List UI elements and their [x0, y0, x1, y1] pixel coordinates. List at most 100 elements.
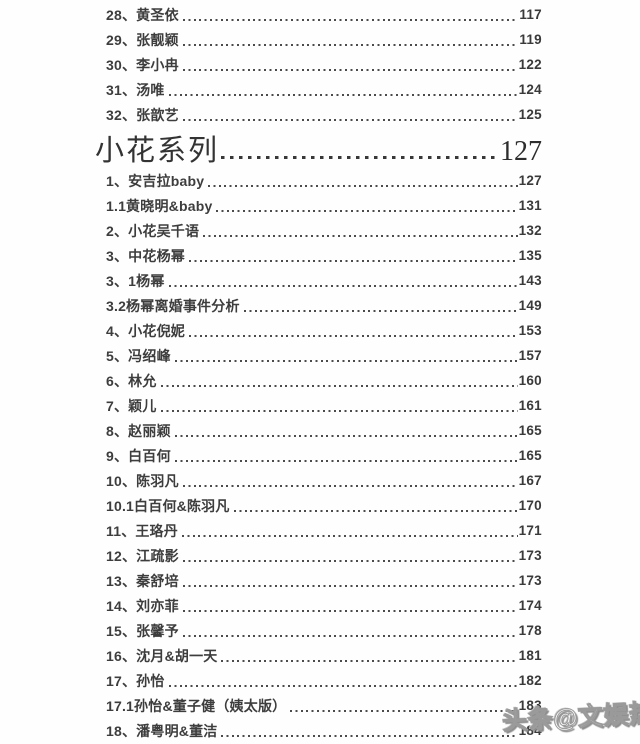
toc-leader-dots — [182, 69, 518, 71]
toc-entry-page: 153 — [518, 323, 542, 339]
toc-entry: 30、李小冉 122 — [106, 52, 542, 77]
toc-entry-title: 4、小花倪妮 — [106, 322, 185, 339]
toc-leader-dots — [182, 119, 518, 121]
toc-leader-dots — [233, 510, 518, 512]
table-of-contents: 28、黄圣依 117 29、张靓颖 119 30、李小冉 122 31、汤唯 1… — [95, 2, 542, 743]
toc-entry-page: 178 — [518, 623, 542, 639]
toc-entry: 17、孙怡 182 — [106, 668, 542, 693]
toc-entry-page: 132 — [518, 223, 542, 239]
toc-entry-page: 165 — [518, 423, 542, 439]
toc-leader-dots — [290, 710, 518, 712]
toc-leader-dots — [221, 735, 518, 737]
toc-entry-title: 11、王珞丹 — [106, 522, 178, 539]
toc-leader-dots — [221, 660, 518, 662]
toc-entry-page: 173 — [518, 573, 542, 589]
section-heading-leader-dots — [221, 155, 500, 159]
toc-leader-dots — [189, 335, 518, 337]
toc-entry: 12、江疏影 173 — [106, 543, 542, 568]
toc-entry-page: 173 — [518, 548, 542, 564]
toc-leader-dots — [203, 235, 518, 237]
toc-entry-title: 15、张馨予 — [106, 622, 179, 639]
toc-entry-page: 124 — [518, 82, 542, 98]
toc-entry: 3.2杨幂离婚事件分析 149 — [106, 293, 542, 318]
toc-entry: 16、沈月&胡一天 181 — [106, 643, 542, 668]
toc-entry: 32、张歆艺 125 — [106, 102, 542, 127]
toc-entry-title: 13、秦舒培 — [106, 572, 179, 589]
toc-entry-title: 2、小花吴千语 — [106, 222, 200, 239]
toc-leader-dots — [168, 685, 518, 687]
toc-entry-title: 8、赵丽颖 — [106, 422, 171, 439]
toc-entry-page: 171 — [518, 523, 542, 539]
toc-entry-title: 14、刘亦菲 — [106, 597, 179, 614]
toc-entry: 2、小花吴千语 132 — [106, 218, 542, 243]
toc-leader-dots — [168, 285, 518, 287]
toc-entry: 10.1白百何&陈羽凡 170 — [106, 493, 542, 518]
toc-entry-title: 17、孙怡 — [106, 672, 165, 689]
toc-leader-dots — [189, 260, 518, 262]
toc-entry-page: 135 — [518, 248, 542, 264]
toc-entry-page: 165 — [518, 448, 542, 464]
toc-leader-dots — [208, 185, 518, 187]
toc-entry: 3、1杨幂 143 — [106, 268, 542, 293]
toc-entry-title: 12、江疏影 — [106, 547, 179, 564]
toc-entry: 8、赵丽颖 165 — [106, 418, 542, 443]
toc-entry-page: 127 — [518, 173, 542, 189]
section-heading-page: 127 — [500, 136, 542, 167]
toc-leader-dots — [182, 585, 518, 587]
toc-entry-title: 10、陈羽凡 — [106, 472, 179, 489]
toc-leader-dots — [174, 460, 518, 462]
toc-leader-dots — [182, 635, 518, 637]
toc-entry-title: 9、白百何 — [106, 447, 171, 464]
toc-entry-title: 29、张靓颖 — [106, 31, 179, 48]
toc-entry: 4、小花倪妮 153 — [106, 318, 542, 343]
toc-leader-dots — [182, 19, 519, 21]
toc-leader-dots — [182, 535, 518, 537]
toc-leader-dots — [182, 610, 518, 612]
toc-entry-title: 3、中花杨幂 — [106, 247, 185, 264]
toc-entry-title: 30、李小冉 — [106, 56, 179, 73]
toc-entry-page: 119 — [519, 32, 542, 48]
toc-entry-page: 117 — [519, 7, 542, 23]
toc-entry: 3、中花杨幂 135 — [106, 243, 542, 268]
toc-entry-title: 28、黄圣依 — [106, 6, 179, 23]
toc-leader-dots — [243, 310, 518, 312]
toc-entry: 18、潘粤明&董洁 184 — [106, 718, 542, 743]
toc-leader-dots — [174, 435, 518, 437]
toc-entry: 28、黄圣依 117 — [106, 2, 542, 27]
toc-entry-title: 31、汤唯 — [106, 81, 165, 98]
toc-leader-dots — [182, 44, 519, 46]
toc-leader-dots — [160, 410, 518, 412]
toc-entry: 11、王珞丹 171 — [106, 518, 542, 543]
toc-entry-page: 182 — [518, 673, 542, 689]
toc-leader-dots — [216, 210, 518, 212]
toc-entry-title: 5、冯绍峰 — [106, 347, 171, 364]
toc-entry-title: 3.2杨幂离婚事件分析 — [106, 297, 240, 314]
toc-entry-page: 174 — [518, 598, 542, 614]
toc-entry: 29、张靓颖 119 — [106, 27, 542, 52]
toc-entry-page: 161 — [518, 398, 542, 414]
toc-leader-dots — [160, 385, 518, 387]
toc-entry: 10、陈羽凡 167 — [106, 468, 542, 493]
toc-entry: 6、林允 160 — [106, 368, 542, 393]
toc-entry: 14、刘亦菲 174 — [106, 593, 542, 618]
toc-entry-page: 143 — [518, 273, 542, 289]
toc-entry-page: 122 — [518, 57, 542, 73]
toc-entry: 1、安吉拉baby 127 — [106, 168, 542, 193]
toc-entry-page: 125 — [518, 107, 542, 123]
toc-entry-title: 7、颖儿 — [106, 397, 157, 414]
toc-leader-dots — [174, 360, 518, 362]
toc-entry-page: 160 — [518, 373, 542, 389]
toc-entry-title: 1.1黄晓明&baby — [106, 197, 213, 214]
toc-entry-title: 18、潘粤明&董洁 — [106, 722, 218, 739]
toc-entry-title: 17.1孙怡&董子健（姨太版） — [106, 697, 287, 714]
toc-entry-page: 170 — [518, 498, 542, 514]
toc-entry: 15、张馨予 178 — [106, 618, 542, 643]
toc-entry-page: 184 — [518, 723, 542, 739]
section-heading: 小花系列 127 — [95, 127, 542, 168]
toc-entry-title: 16、沈月&胡一天 — [106, 647, 218, 664]
toc-entry-page: 167 — [518, 473, 542, 489]
section-heading-title: 小花系列 — [95, 134, 220, 167]
toc-leader-dots — [168, 94, 518, 96]
toc-entry: 31、汤唯 124 — [106, 77, 542, 102]
